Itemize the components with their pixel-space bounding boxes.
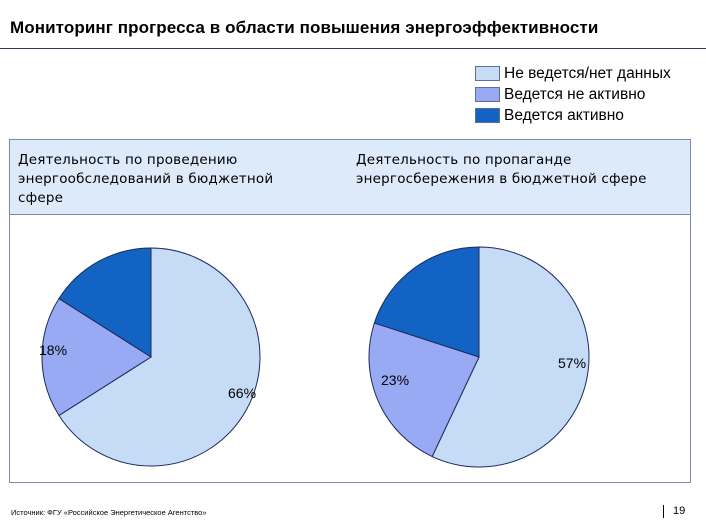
chart-1-label-none: 66% (228, 385, 256, 401)
legend-item-none: Не ведется/нет данных (475, 63, 671, 84)
legend-swatch-passive (475, 87, 500, 102)
charts-header (10, 140, 690, 215)
chart-2-slice-none (431, 246, 590, 468)
legend-label-passive: Ведется не активно (504, 85, 646, 103)
chart-1-slice-passive (41, 297, 152, 417)
legend-swatch-none (475, 66, 500, 81)
page-number: 19 (663, 505, 685, 518)
chart-1-label-passive: 18% (39, 342, 67, 358)
chart-1-slice-none (58, 247, 261, 467)
legend-swatch-active (475, 108, 500, 123)
source-note: Источник: ФГУ «Российское Энергетическое… (11, 508, 207, 517)
legend-label-none: Не ведется/нет данных (504, 64, 671, 82)
chart-2-title: Деятельность по пропаганде энергосбереже… (356, 152, 647, 187)
legend: Не ведется/нет данных Ведется не активно… (475, 63, 671, 126)
chart-1-slice-active (58, 247, 152, 358)
legend-item-passive: Ведется не активно (475, 84, 671, 105)
chart-2-slice-passive (368, 322, 480, 458)
charts-panel: Деятельность по проведению энергообследо… (9, 139, 691, 483)
page-title: Мониторинг прогресса в области повышения… (10, 18, 599, 37)
chart-2-label-none: 57% (558, 355, 586, 371)
pie-charts: 66% 18% 57% 23% (39, 246, 590, 468)
legend-item-active: Ведется активно (475, 105, 671, 126)
chart-1-title: Деятельность по проведению энергообследо… (18, 152, 274, 206)
chart-2-label-passive: 23% (381, 372, 409, 388)
title-divider (0, 48, 706, 49)
chart-2-slice-active (373, 246, 480, 358)
legend-label-active: Ведется активно (504, 106, 624, 124)
